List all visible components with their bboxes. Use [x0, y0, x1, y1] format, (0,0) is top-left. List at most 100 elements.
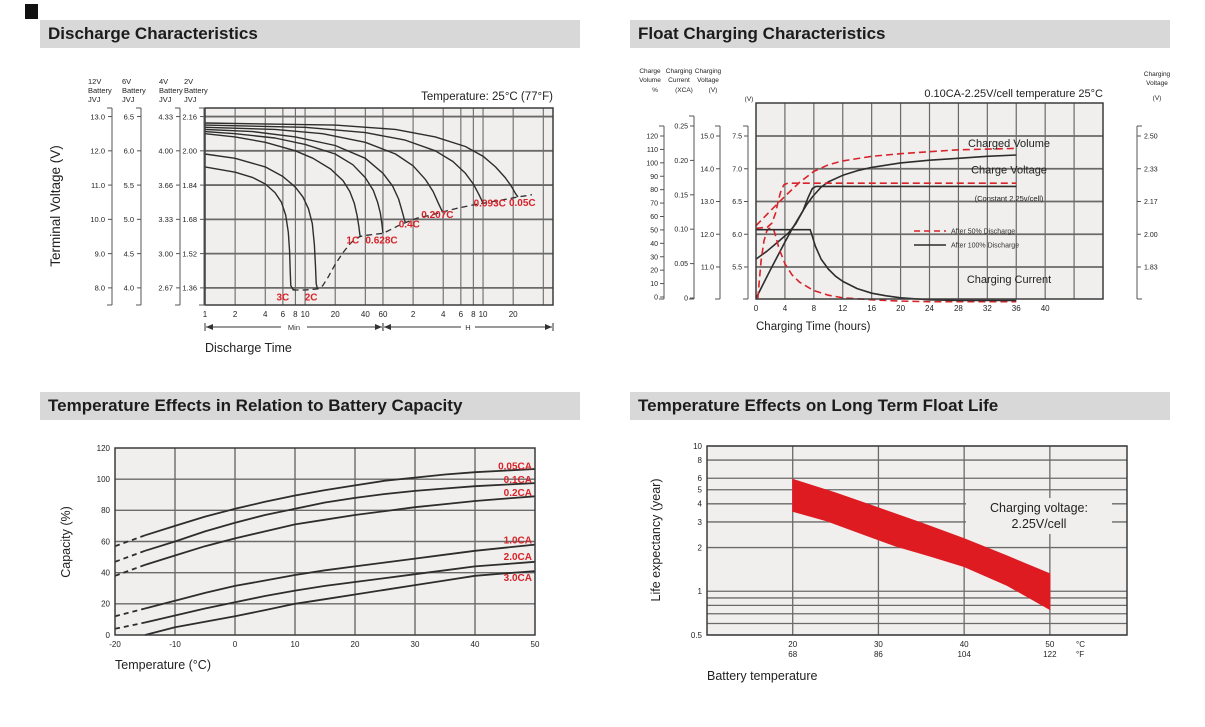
svg-text:40: 40: [1041, 304, 1050, 313]
svg-text:2: 2: [411, 310, 416, 319]
svg-text:7.5: 7.5: [732, 134, 742, 141]
svg-text:2.33: 2.33: [1144, 166, 1158, 173]
svg-text:1.0CA: 1.0CA: [504, 536, 532, 547]
svg-text:1.36: 1.36: [182, 284, 197, 293]
svg-text:4.5: 4.5: [124, 249, 134, 258]
svg-text:15.0: 15.0: [700, 134, 714, 141]
svg-text:1C: 1C: [346, 235, 359, 246]
svg-text:2C: 2C: [305, 293, 318, 304]
section-title-bar: Float Charging Characteristics: [630, 20, 1170, 48]
svg-text:0: 0: [754, 304, 759, 313]
svg-text:8: 8: [698, 456, 703, 465]
chart-float-charging-characteristics: Charged Volume Charge Voltage (Constant 2.…: [639, 68, 1170, 333]
svg-text:Battery: Battery: [88, 86, 112, 95]
svg-text:6.0: 6.0: [732, 232, 742, 239]
svg-text:Charge Voltage: Charge Voltage: [971, 165, 1047, 177]
svg-text:Temperature: 25°C (77°F): Temperature: 25°C (77°F): [421, 91, 553, 103]
svg-text:4.0: 4.0: [124, 284, 134, 293]
svg-text:4: 4: [698, 500, 703, 509]
svg-text:2.16: 2.16: [182, 112, 197, 121]
svg-text:50: 50: [1045, 640, 1054, 649]
svg-text:After 50% Discharge: After 50% Discharge: [951, 229, 1015, 236]
svg-text:0.15: 0.15: [674, 192, 688, 199]
svg-text:4.00: 4.00: [158, 147, 173, 156]
svg-text:Charging voltage:: Charging voltage:: [990, 501, 1088, 515]
svg-text:0: 0: [654, 295, 658, 302]
svg-text:20: 20: [788, 640, 797, 649]
svg-text:0.207C: 0.207C: [421, 210, 453, 221]
panel-float-charging: Float Charging Characteristics Charged V…: [630, 14, 1186, 360]
svg-text:70: 70: [650, 201, 658, 208]
svg-text:7.0: 7.0: [732, 166, 742, 173]
svg-text:Battery: Battery: [122, 86, 146, 95]
svg-text:Discharge Time: Discharge Time: [205, 341, 292, 355]
svg-text:90: 90: [650, 174, 658, 181]
svg-text:0.20: 0.20: [674, 158, 688, 165]
svg-text:120: 120: [97, 444, 111, 453]
svg-text:2: 2: [698, 543, 703, 552]
svg-text:0.093C: 0.093C: [474, 199, 506, 210]
svg-text:50: 50: [531, 640, 540, 649]
svg-text:28: 28: [954, 304, 963, 313]
svg-text:°F: °F: [1076, 650, 1084, 659]
svg-text:11.0: 11.0: [701, 265, 714, 272]
svg-text:20: 20: [896, 304, 905, 313]
svg-text:60: 60: [101, 537, 110, 546]
svg-text:10: 10: [693, 442, 702, 451]
svg-text:1.84: 1.84: [182, 181, 197, 190]
section-title-bar: Discharge Characteristics: [40, 20, 580, 48]
svg-text:3: 3: [698, 518, 703, 527]
svg-text:1.83: 1.83: [1144, 265, 1158, 272]
svg-text:Volume: Volume: [639, 77, 661, 84]
svg-text:-10: -10: [169, 640, 181, 649]
svg-text:(V): (V): [1153, 95, 1162, 102]
svg-text:Capacity (%): Capacity (%): [59, 506, 73, 578]
svg-text:30: 30: [650, 254, 658, 261]
svg-text:86: 86: [874, 650, 883, 659]
svg-text:11.0: 11.0: [91, 181, 105, 190]
svg-text:10: 10: [301, 310, 310, 319]
svg-text:2: 2: [233, 310, 238, 319]
svg-text:60: 60: [650, 214, 658, 221]
svg-text:Battery: Battery: [184, 86, 208, 95]
corner-mark: [25, 4, 38, 19]
svg-text:40: 40: [101, 568, 110, 577]
svg-text:3.66: 3.66: [158, 181, 173, 190]
svg-text:32: 32: [983, 304, 992, 313]
panel-temperature-capacity: Temperature Effects in Relation to Batte…: [40, 392, 596, 702]
svg-text:80: 80: [650, 187, 658, 194]
svg-text:110: 110: [647, 147, 658, 154]
svg-text:12.0: 12.0: [90, 147, 105, 156]
svg-text:2.0CA: 2.0CA: [504, 552, 532, 563]
svg-text:Charging Current: Charging Current: [967, 274, 1051, 286]
svg-text:1.52: 1.52: [182, 249, 197, 258]
svg-text:(Constant 2.25v/cell): (Constant 2.25v/cell): [975, 194, 1044, 203]
section-title: Temperature Effects on Long Term Float L…: [638, 396, 999, 415]
svg-text:Temperature (°C): Temperature (°C): [115, 658, 211, 672]
svg-text:24: 24: [925, 304, 934, 313]
svg-text:JVJ: JVJ: [159, 95, 172, 104]
svg-text:50: 50: [650, 227, 658, 234]
svg-text:0.628C: 0.628C: [365, 235, 397, 246]
svg-text:8.0: 8.0: [95, 284, 105, 293]
svg-text:2.00: 2.00: [1144, 232, 1158, 239]
svg-text:JVJ: JVJ: [184, 95, 197, 104]
svg-text:4V: 4V: [159, 77, 168, 86]
svg-text:40: 40: [361, 310, 370, 319]
svg-text:Charging Time (hours): Charging Time (hours): [756, 321, 871, 333]
chart-temperature-capacity: 0.05CA 0.1CA 0.2CA 1.0CA 2.0CA 3.0CA -20 -10 0 10…: [59, 444, 540, 672]
svg-text:3.33: 3.33: [158, 215, 173, 224]
svg-text:°C: °C: [1076, 640, 1085, 649]
svg-text:3.0CA: 3.0CA: [504, 573, 532, 584]
svg-text:1: 1: [698, 587, 703, 596]
svg-text:4: 4: [441, 310, 446, 319]
svg-text:3.00: 3.00: [158, 249, 173, 258]
chart-float-life: Charging voltage:2.25V/cell1086543210.52…: [649, 442, 1128, 683]
svg-text:(V): (V): [709, 87, 718, 94]
svg-text:8: 8: [812, 304, 817, 313]
svg-text:6: 6: [698, 474, 703, 483]
svg-text:After 100% Discharge: After 100% Discharge: [951, 243, 1019, 250]
svg-text:100: 100: [97, 475, 111, 484]
svg-text:20: 20: [331, 310, 340, 319]
svg-text:10.0: 10.0: [90, 215, 105, 224]
